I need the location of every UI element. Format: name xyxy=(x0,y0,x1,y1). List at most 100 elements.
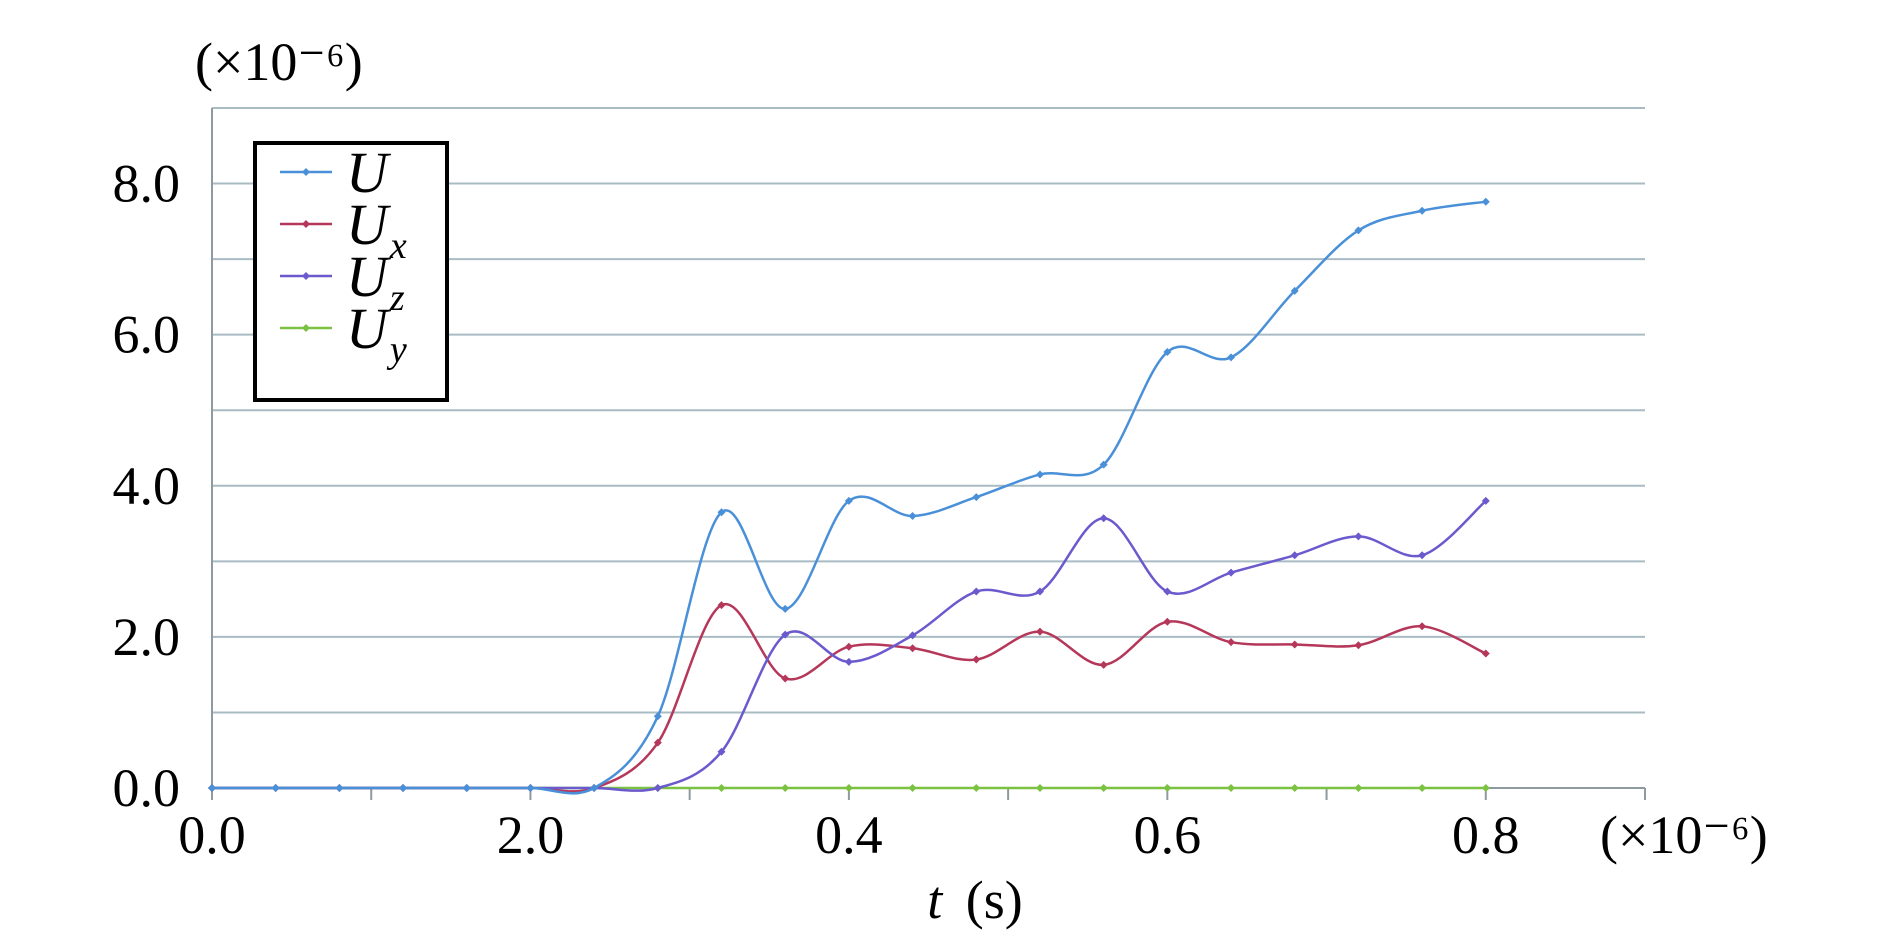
y-unit-label: (×10⁻⁶) xyxy=(195,32,363,92)
data-point xyxy=(1227,568,1236,577)
data-point xyxy=(1035,470,1044,479)
data-point xyxy=(1290,784,1299,792)
y-tick-label: 8.0 xyxy=(113,154,181,214)
data-point xyxy=(1354,532,1363,541)
data-point xyxy=(1481,197,1490,206)
x-tick-label: 2.0 xyxy=(497,805,565,865)
y-tick-label: 0.0 xyxy=(113,758,181,818)
data-point xyxy=(972,784,981,792)
y-tick-label: 4.0 xyxy=(113,456,181,516)
data-point xyxy=(653,738,662,747)
data-point xyxy=(717,601,726,610)
data-point xyxy=(1481,496,1490,505)
series-group xyxy=(208,197,1490,795)
data-point xyxy=(1481,649,1490,658)
data-point xyxy=(271,784,280,792)
data-point xyxy=(335,784,344,792)
legend-marker xyxy=(302,220,310,228)
data-point xyxy=(399,784,408,792)
data-point xyxy=(717,508,726,517)
data-point xyxy=(1481,784,1490,792)
data-point xyxy=(1290,551,1299,560)
data-point xyxy=(972,493,981,502)
series-Ux xyxy=(208,601,1490,793)
data-point xyxy=(1035,784,1044,792)
data-point xyxy=(462,784,471,792)
data-point xyxy=(908,512,917,520)
data-point xyxy=(1163,587,1172,596)
legend-label-subscript: z xyxy=(389,277,405,319)
legend-entry-Ux: Ux xyxy=(280,192,407,267)
data-point xyxy=(653,784,662,792)
data-point xyxy=(844,642,853,651)
legend-label-subscript: y xyxy=(386,329,407,371)
data-point xyxy=(1163,348,1172,357)
legend-label-subscript: x xyxy=(389,225,407,267)
x-tick-label: 0.8 xyxy=(1452,805,1520,865)
data-point xyxy=(717,747,726,756)
data-point xyxy=(1099,660,1108,669)
data-point xyxy=(208,784,216,792)
data-point xyxy=(1099,460,1108,469)
y-tick-label: 6.0 xyxy=(113,305,181,365)
data-point xyxy=(781,784,790,792)
legend-label: Ux xyxy=(346,192,407,267)
x-axis-unit: (s) xyxy=(966,870,1023,930)
legend-label-base: U xyxy=(346,192,392,257)
legend-entry-Uy: Uy xyxy=(280,296,407,371)
series-line xyxy=(212,602,1487,793)
x-axis-label: t (s) xyxy=(927,870,1023,930)
data-point xyxy=(717,784,726,792)
data-point xyxy=(1163,784,1172,792)
data-point xyxy=(972,587,981,596)
data-point xyxy=(1418,784,1427,792)
legend-label-base: U xyxy=(346,140,392,205)
data-point xyxy=(1227,784,1236,792)
legend-box xyxy=(253,141,449,402)
data-point xyxy=(1227,638,1236,647)
legend-marker xyxy=(302,272,310,280)
series-U xyxy=(208,197,1490,795)
x-tick-labels: 0.0 2.0 0.4 0.6 0.8 xyxy=(178,805,1519,865)
data-point xyxy=(1099,784,1108,792)
y-tick-labels: 0.0 2.0 4.0 6.0 8.0 xyxy=(113,154,181,818)
data-point xyxy=(1418,551,1427,560)
x-tick-label: 0.4 xyxy=(815,805,883,865)
data-point xyxy=(1035,587,1044,596)
legend-marker xyxy=(302,324,310,332)
data-point xyxy=(1354,226,1363,235)
grid-lines xyxy=(212,107,1645,714)
legend-marker xyxy=(302,168,310,176)
data-point xyxy=(844,657,853,666)
data-point xyxy=(844,784,853,792)
data-point xyxy=(1035,627,1044,636)
data-point xyxy=(1290,640,1299,649)
data-point xyxy=(1290,286,1299,295)
data-point xyxy=(844,496,853,505)
x-unit-label: (×10⁻⁶) xyxy=(1600,805,1768,865)
data-point xyxy=(781,630,790,639)
data-point xyxy=(590,784,599,792)
legend-entry-U: U xyxy=(280,140,392,205)
data-point xyxy=(526,784,535,792)
data-point xyxy=(1099,514,1108,523)
y-tick-label: 2.0 xyxy=(113,607,181,667)
data-point xyxy=(972,655,981,664)
data-point xyxy=(781,674,790,683)
data-point xyxy=(1354,641,1363,650)
x-tick-label: 0.0 xyxy=(178,805,246,865)
legend-label-base: U xyxy=(346,296,392,361)
data-point xyxy=(1354,784,1363,792)
data-point xyxy=(1418,622,1427,631)
legend-label-base: U xyxy=(346,244,392,309)
legend-label: Uz xyxy=(346,244,405,319)
data-point xyxy=(1418,206,1427,215)
legend-entry-Uz: Uz xyxy=(280,244,405,319)
data-point xyxy=(908,784,917,792)
legend-label: Uy xyxy=(346,296,407,371)
x-axis-variable: t xyxy=(927,870,944,930)
x-tick-label: 0.6 xyxy=(1134,805,1202,865)
data-point xyxy=(653,712,662,721)
data-point xyxy=(908,631,917,640)
